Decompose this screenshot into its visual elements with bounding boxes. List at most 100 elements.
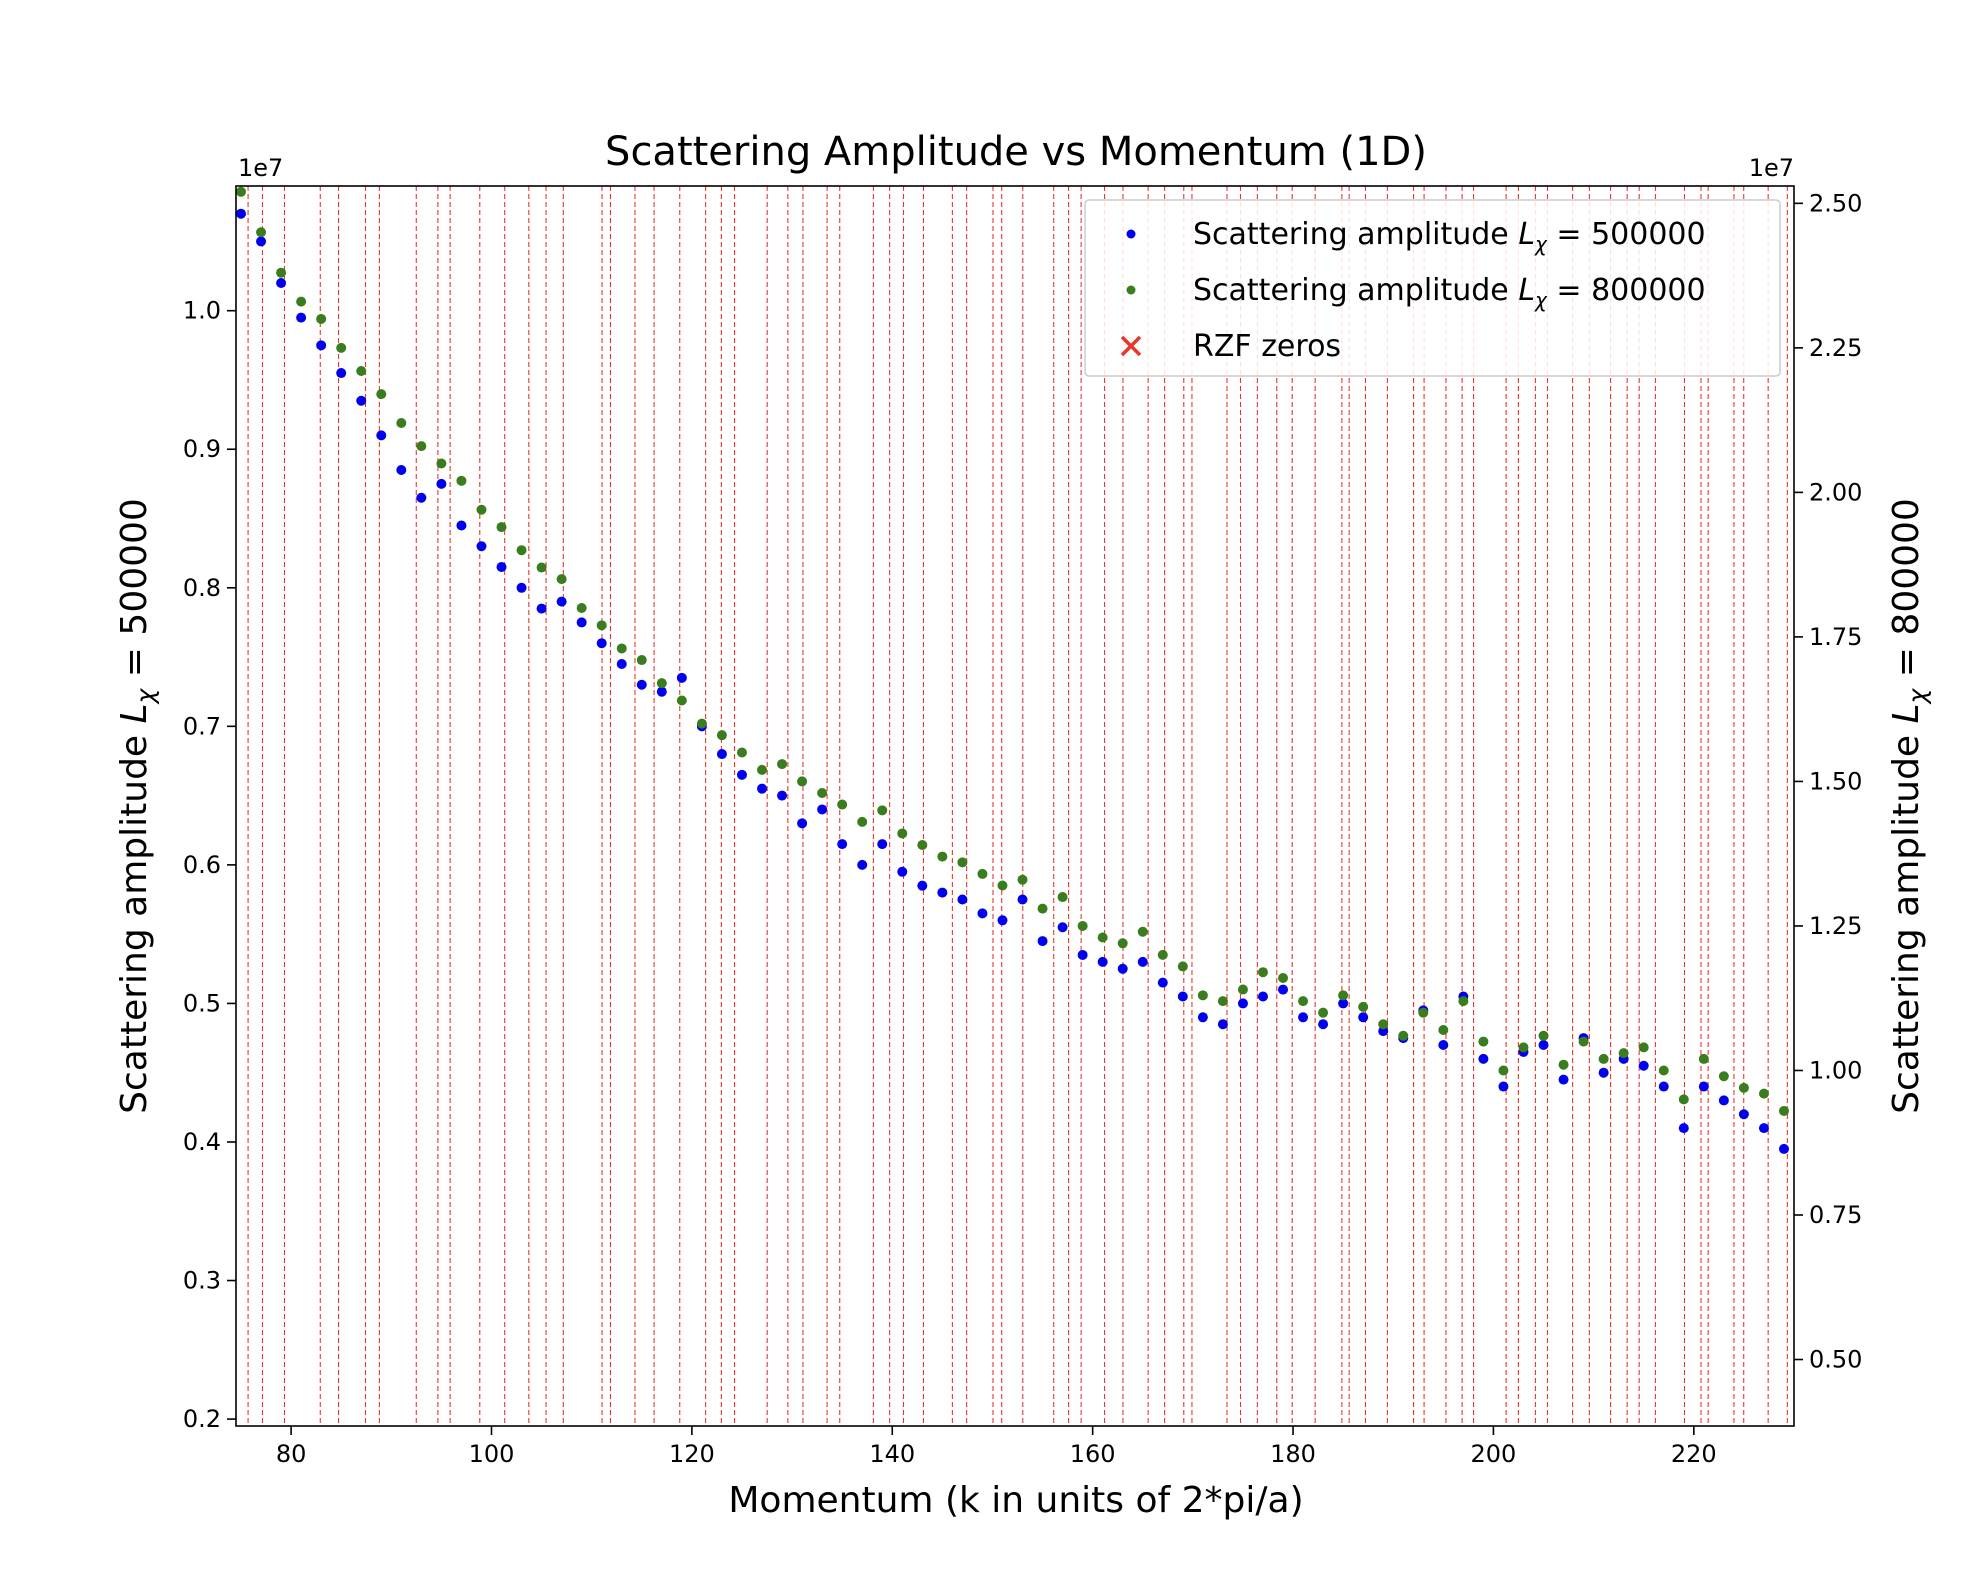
data-point: [777, 759, 788, 770]
right-y-tick-label: 1.00: [1809, 1056, 1862, 1084]
data-point: [757, 783, 768, 794]
data-point: [1478, 1036, 1489, 1047]
data-point: [496, 562, 507, 573]
data-point: [376, 430, 387, 441]
data-point: [817, 804, 828, 815]
data-point: [1097, 956, 1108, 967]
right-y-axis-label-symbol: L: [1886, 703, 1927, 723]
left-y-tick-label: 0.2: [183, 1405, 221, 1433]
data-point: [236, 186, 247, 197]
legend-label-series-500000-symbol: L: [1518, 217, 1535, 252]
data-point: [1418, 1007, 1429, 1018]
data-point: [736, 769, 747, 780]
data-point: [556, 596, 567, 607]
data-point: [1157, 949, 1168, 960]
x-tick-label: 140: [869, 1440, 915, 1468]
left-y-axis-label-sub: χ: [131, 687, 160, 705]
data-point: [636, 679, 647, 690]
data-point: [416, 492, 427, 503]
data-point: [576, 603, 587, 614]
data-point: [456, 475, 467, 486]
right-y-tick-label: 1.75: [1809, 623, 1862, 651]
series-800000: [236, 186, 1789, 1116]
legend-label-series-500000-prefix: Scattering amplitude: [1193, 217, 1518, 252]
data-point: [777, 790, 788, 801]
data-point: [1318, 1019, 1329, 1030]
data-point: [716, 730, 727, 741]
data-point: [1778, 1105, 1789, 1116]
data-point: [1498, 1065, 1509, 1076]
data-point: [1197, 1012, 1208, 1023]
data-point: [937, 887, 948, 898]
legend-marker-series-500000: [1126, 229, 1136, 239]
right-y-axis-ticks: 0.50 0.75 1.00 1.25 1.50 1.75 2.00 2.25 2.50: [1794, 189, 1862, 1374]
legend-label-series-800000: Scattering amplitude Lχ = 800000: [1193, 273, 1706, 312]
data-point: [276, 267, 287, 278]
legend-marker-series-800000: [1126, 285, 1136, 295]
data-point: [1638, 1060, 1649, 1071]
data-point: [336, 342, 347, 353]
x-tick-label: 160: [1070, 1440, 1116, 1468]
data-point: [396, 418, 407, 429]
series-500000: [236, 208, 1789, 1154]
data-point: [736, 747, 747, 758]
data-point: [1358, 1001, 1369, 1012]
data-point: [516, 545, 527, 556]
data-point: [837, 799, 848, 810]
data-point: [296, 296, 307, 307]
data-point: [716, 749, 727, 760]
data-point: [977, 868, 988, 879]
data-point: [1077, 920, 1088, 931]
data-point: [456, 520, 467, 531]
data-point: [1718, 1071, 1729, 1082]
data-point: [1037, 936, 1048, 947]
left-y-tick-label: 0.9: [183, 435, 221, 463]
data-point: [1698, 1053, 1709, 1064]
data-point: [556, 574, 567, 585]
right-y-axis-label-sub: χ: [1903, 687, 1932, 705]
data-point: [576, 617, 587, 628]
data-point: [837, 839, 848, 850]
data-point: [256, 227, 267, 238]
data-point: [1278, 972, 1289, 983]
data-point: [1037, 903, 1048, 914]
legend-box: [1084, 199, 1781, 377]
data-point: [1057, 922, 1068, 933]
data-point: [1578, 1036, 1589, 1047]
data-point: [316, 313, 327, 324]
data-point: [676, 672, 687, 683]
data-point: [256, 236, 267, 247]
data-point: [1738, 1082, 1749, 1093]
data-point: [676, 695, 687, 706]
data-point: [977, 908, 988, 919]
data-point: [1698, 1081, 1709, 1092]
right-y-tick-label: 2.00: [1809, 478, 1862, 506]
data-point: [997, 880, 1008, 891]
data-point: [1658, 1081, 1669, 1092]
left-y-tick-label: 0.8: [183, 574, 221, 602]
data-point: [857, 816, 868, 827]
data-point: [1298, 1012, 1309, 1023]
data-point: [536, 562, 547, 573]
right-y-tick-label: 2.25: [1809, 334, 1862, 362]
x-tick-label: 80: [276, 1440, 307, 1468]
x-axis-label: Momentum (k in units of 2*pi/a): [728, 1480, 1303, 1521]
right-y-tick-label: 0.75: [1809, 1201, 1862, 1229]
data-point: [1197, 990, 1208, 1001]
left-y-axis-label-suffix: = 500000: [114, 498, 155, 688]
x-tick-label: 100: [469, 1440, 515, 1468]
data-point: [1237, 998, 1248, 1009]
data-point: [897, 828, 908, 839]
data-point: [396, 465, 407, 476]
data-point: [356, 365, 367, 376]
data-point: [1257, 967, 1268, 978]
left-axis-offset-label: 1e7: [238, 154, 283, 182]
data-point: [1658, 1065, 1669, 1076]
data-point: [1157, 977, 1168, 988]
data-point: [1217, 1019, 1228, 1030]
x-tick-label: 220: [1671, 1440, 1717, 1468]
x-tick-label: 180: [1270, 1440, 1316, 1468]
data-point: [296, 312, 307, 323]
data-point: [917, 880, 928, 891]
data-point: [356, 395, 367, 406]
